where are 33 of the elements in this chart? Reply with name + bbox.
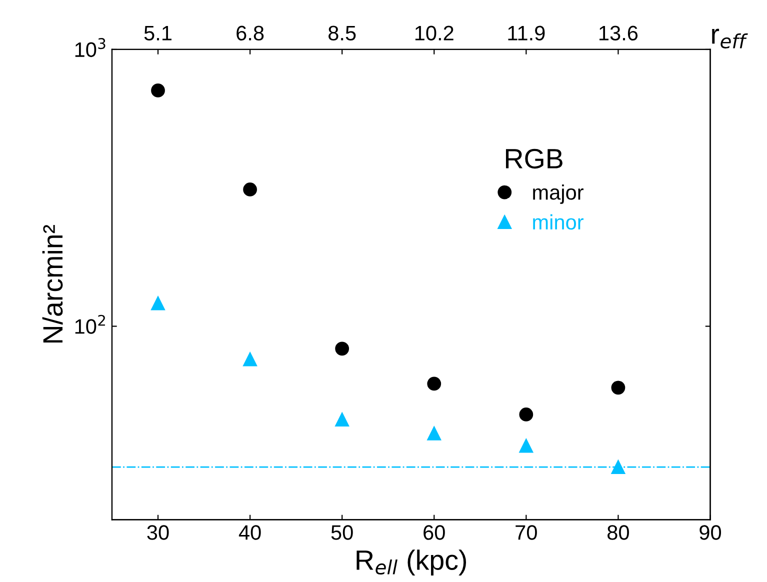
x-axis-title: R$_{ell}$ (kpc) xyxy=(356,550,466,576)
x2-tick-label: 6.8 xyxy=(236,26,264,40)
x2-tick-label: 5.1 xyxy=(144,26,172,40)
y-axis-title: N/arcmin² xyxy=(42,224,63,343)
point xyxy=(335,412,350,427)
x-tick-label: 80 xyxy=(608,525,629,540)
point xyxy=(611,460,626,474)
point xyxy=(427,426,442,440)
x2-tick-label: 10.2 xyxy=(415,26,454,40)
point xyxy=(519,408,534,422)
point xyxy=(611,380,626,395)
x-tick-label: 30 xyxy=(147,525,169,540)
legend-title: RGB xyxy=(506,148,562,169)
x-tick-label: 50 xyxy=(331,525,353,540)
point xyxy=(151,84,165,98)
x2-tick-label: 13.6 xyxy=(600,26,638,40)
x2-tick-label: 11.9 xyxy=(508,26,545,40)
legend-label: major xyxy=(533,184,584,204)
y-tick-label: 10$^{3}$ xyxy=(75,38,106,58)
point xyxy=(427,376,442,391)
point xyxy=(335,342,350,356)
point xyxy=(243,182,257,196)
x-tick-label: 40 xyxy=(238,525,261,540)
point xyxy=(243,352,257,366)
point xyxy=(151,296,165,310)
x-tick-label: 90 xyxy=(700,525,722,540)
x2-tick-label: 8.5 xyxy=(328,26,356,40)
x2-axis-title: r$_{eff}$ xyxy=(712,28,748,48)
x-tick-label: 70 xyxy=(516,525,537,540)
x-tick-label: 60 xyxy=(424,525,445,540)
point xyxy=(519,438,534,453)
y-tick-label: 10$^{2}$ xyxy=(75,314,105,334)
legend-label: minor xyxy=(533,214,584,230)
